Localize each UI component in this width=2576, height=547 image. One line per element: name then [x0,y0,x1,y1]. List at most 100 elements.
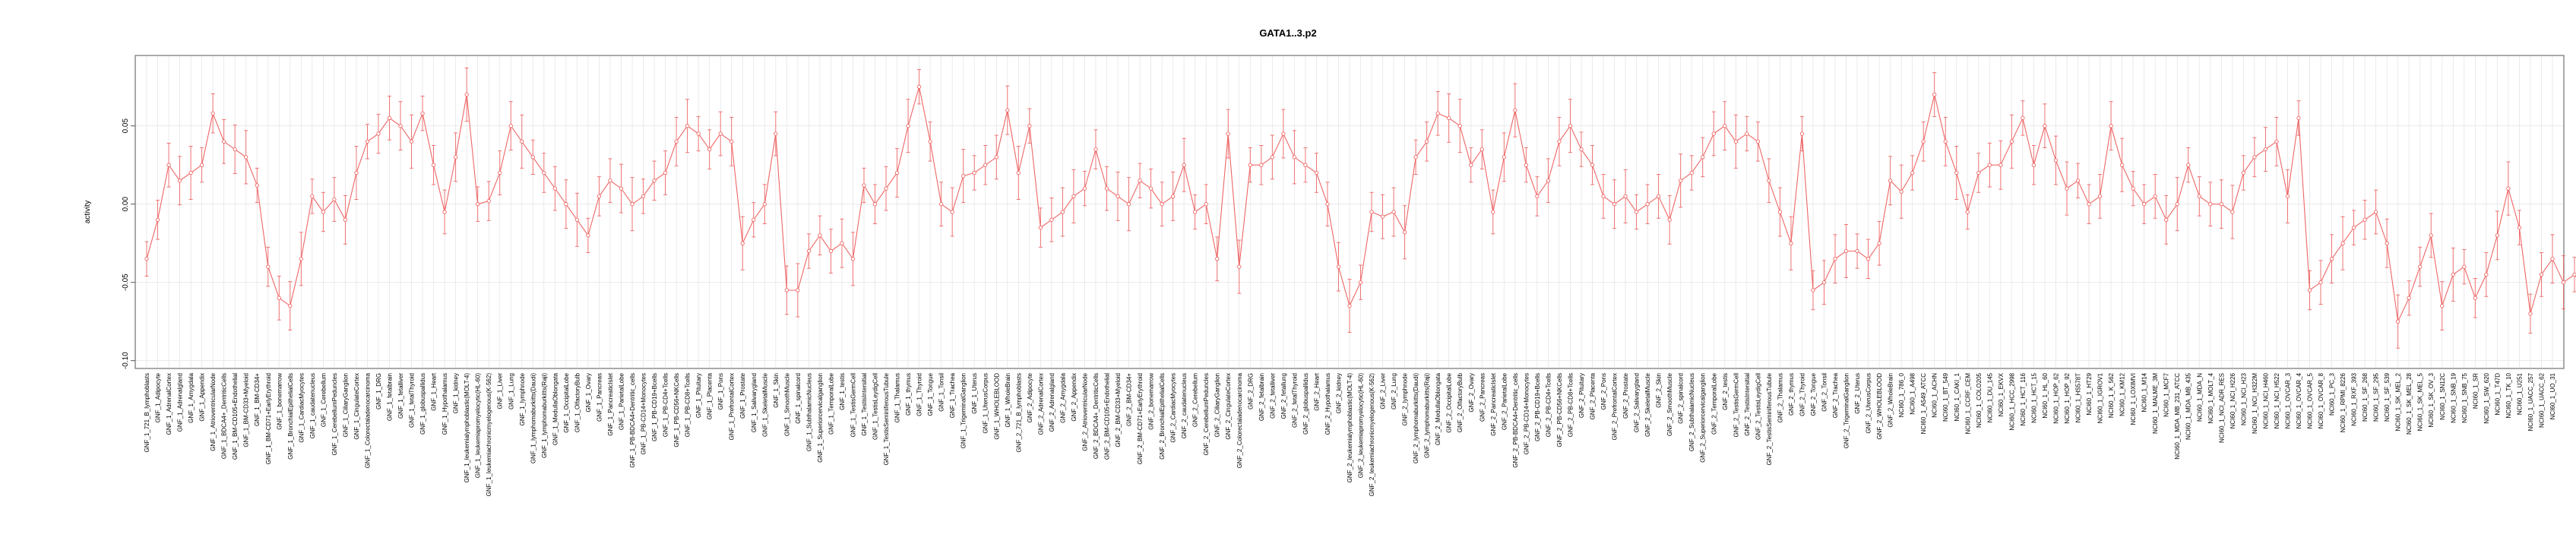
x-tick-label: GNF_2_leukemialymphoblastic(MOLT-4) [1347,373,1353,483]
data-point [2429,233,2433,238]
data-point [1524,163,1529,167]
data-point [1888,179,1893,183]
x-tick-label: GNF_2_CiliaryGanglion [1214,373,1221,437]
data-point [1821,280,1827,285]
data-point [2495,233,2500,238]
data-point [752,217,756,222]
x-tick-label: NCI60_1_MALME_3M [2152,373,2159,434]
x-tick-label: GNF_1_Trachea [949,372,956,418]
x-tick-label: GNF_1_BronchialEpithelialCells [287,373,294,460]
x-tick-label: GNF_2_PB-CD14+Monocytes [1523,373,1530,454]
data-point [916,84,922,89]
x-tick-label: GNF_1_testis [839,373,846,410]
data-point [1701,155,1705,160]
data-point [520,139,524,144]
data-point [1910,170,1915,175]
data-point [806,248,812,254]
data-point [442,210,447,214]
data-point [840,241,844,245]
x-tick-label: NCI60_1_A498 [1910,372,1916,414]
data-point [685,124,690,128]
data-point [2153,194,2157,199]
data-point [255,183,259,188]
data-point [420,111,425,115]
data-point [850,257,856,261]
data-point [1843,248,1849,254]
data-point [1160,202,1164,207]
x-tick-label: GNF_1_Thalamus [894,373,901,422]
x-tick-label: GNF_1_721_B_lymphoblasts [144,373,150,453]
x-tick-label: GNF_1_BM-CD71+EarlyErythroid [265,373,272,464]
x-tick-label: GNF_1_lymphomaburkitts(Raji) [541,373,548,458]
data-point [1270,155,1274,160]
x-tick-label: GNF_2_WholeBrain [1888,373,1894,428]
x-tick-label: GNF_2_CerebellumPeduncles [1203,373,1210,456]
x-tick-label: NCI60_1_SF_295 [2373,372,2380,422]
x-tick-label: GNF_2_AtrioventricularNode [1081,372,1088,451]
data-point [1170,194,1176,199]
x-tick-label: NCI60_1_SK_OV_3 [2428,372,2435,427]
data-point [2407,296,2411,300]
data-point [188,170,193,175]
x-tick-label: GNF_2_lymphomaburkitts(Raji) [1424,373,1431,458]
x-tick-label: GNF_2_Pancreas [1479,373,1486,422]
data-point [332,197,337,202]
data-point [1723,124,1727,128]
x-tick-label: GNF_2_BM-CD105+Endothelial [1103,373,1110,460]
data-point [1998,163,2003,167]
data-point [321,210,326,214]
x-tick-label: NCI60_1_M14 [2141,372,2148,412]
data-point [2307,288,2312,292]
x-tick-label: GNF_1_bonemarrow [276,373,283,430]
x-tick-label: NCI60_1_SK_MEL_5 [2417,372,2424,431]
x-tick-label: GNF_1_lymphnode [519,372,526,425]
x-tick-label: GNF_2_SubthalamicNucleus [1688,373,1695,451]
x-tick-label: GNF_2_TestisIntersitial [1744,373,1751,436]
x-tick-label: GNF_2_TestisGermCell [1733,373,1739,438]
x-tick-label: GNF_2_Uterus [1854,373,1861,414]
data-point [2097,194,2103,199]
data-point [1358,280,1363,285]
x-tick-label: GNF_1_spinalcord [795,373,802,424]
x-tick-label: NCI60_1_MDA_N [2196,373,2203,422]
data-point [1005,108,1010,112]
x-tick-label: GNF_1_Tonsil [938,373,945,412]
x-tick-label: GNF_1_PB-CD8+Tcells [685,373,691,437]
x-tick-label: GNF_2_Trachea [1832,372,1839,418]
data-point [1932,92,1937,97]
x-tick-label: GNF_2_thymus [1788,373,1795,416]
data-point [2484,272,2489,277]
data-point [641,194,646,199]
x-tick-label: GNF_1_OlfactoryBulb [574,372,581,432]
x-tick-label: GNF_2_PB-CD8+Tcells [1567,373,1574,437]
x-tick-label: GNF_1_AdrenalCortex [166,373,172,435]
data-point [862,183,866,188]
x-tick-label: NCI60_1_PC_3 [2329,372,2336,416]
x-tick-label: GNF_1_Tongue [927,372,934,416]
x-tick-label: GNF_1_SubthalamicNucleus [805,373,812,451]
data-point [1513,108,1517,112]
data-point [994,155,998,160]
data-point [2208,202,2213,207]
x-tick-label: NCI60_1_RXF_393 [2351,372,2358,425]
x-tick-label: GNF_1_Cerebellum [320,373,327,427]
data-point [453,155,458,160]
data-point [2175,202,2179,207]
y-axis: -0.10 -0.05 0.00 0.05 [122,119,135,369]
x-tick-label: NCI60_1_MCF7 [2163,372,2170,416]
data-point [530,155,535,160]
data-point [2230,210,2235,214]
data-point [2396,319,2400,324]
x-tick-label: GNF_2_fetalbrain [1258,373,1265,421]
data-point [1071,194,1076,199]
x-tick-label: GNF_2_Hypothalamus [1324,373,1331,435]
data-point [1590,163,1595,167]
data-point [2440,303,2445,308]
x-tick-label: GNF_2_leukemiapromyelocytic(HL-60) [1358,373,1365,479]
x-tick-label: GNF_2_BDCA4+_DentriticCells [1093,373,1100,459]
chart-title: GATA1..3.p2 [1259,27,1316,39]
data-point [1799,131,1805,136]
x-tick-label: GNF_2_Colorectaladenocarcinoma [1236,372,1243,468]
data-point [2241,170,2246,175]
x-tick-label: NCI60_1_OVCAR_3 [2284,372,2291,428]
